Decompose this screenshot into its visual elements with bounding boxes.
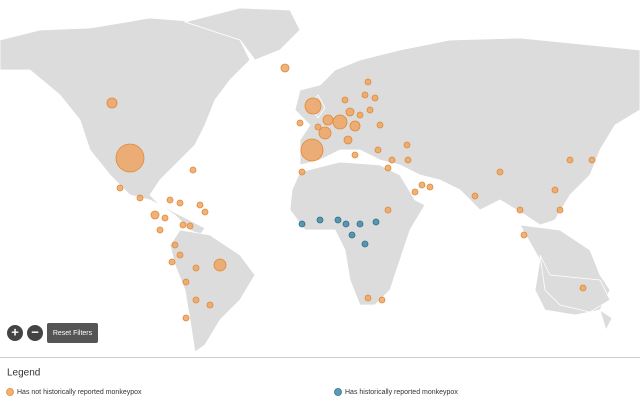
reset-filters-button[interactable]: Reset Filters	[47, 323, 98, 343]
zoom-out-button[interactable]: −	[27, 324, 43, 341]
zoom-out-label[interactable]: −	[31, 324, 39, 339]
zoom-in-button[interactable]: +	[7, 324, 23, 341]
zoom-in-label[interactable]: +	[11, 324, 19, 339]
landmass	[0, 7, 640, 353]
legend-swatch-orange	[6, 388, 14, 396]
not-reported-bubbles	[106, 63, 596, 322]
reset-filters-label[interactable]: Reset Filters	[53, 330, 93, 337]
reported-bubbles	[298, 216, 380, 248]
legend-item: Has historically reported monkeypox	[345, 389, 458, 396]
legend-item: Has not historically reported monkeypox	[17, 389, 142, 396]
legend-title: Legend	[7, 368, 40, 379]
legend-swatch-blue	[334, 388, 342, 396]
